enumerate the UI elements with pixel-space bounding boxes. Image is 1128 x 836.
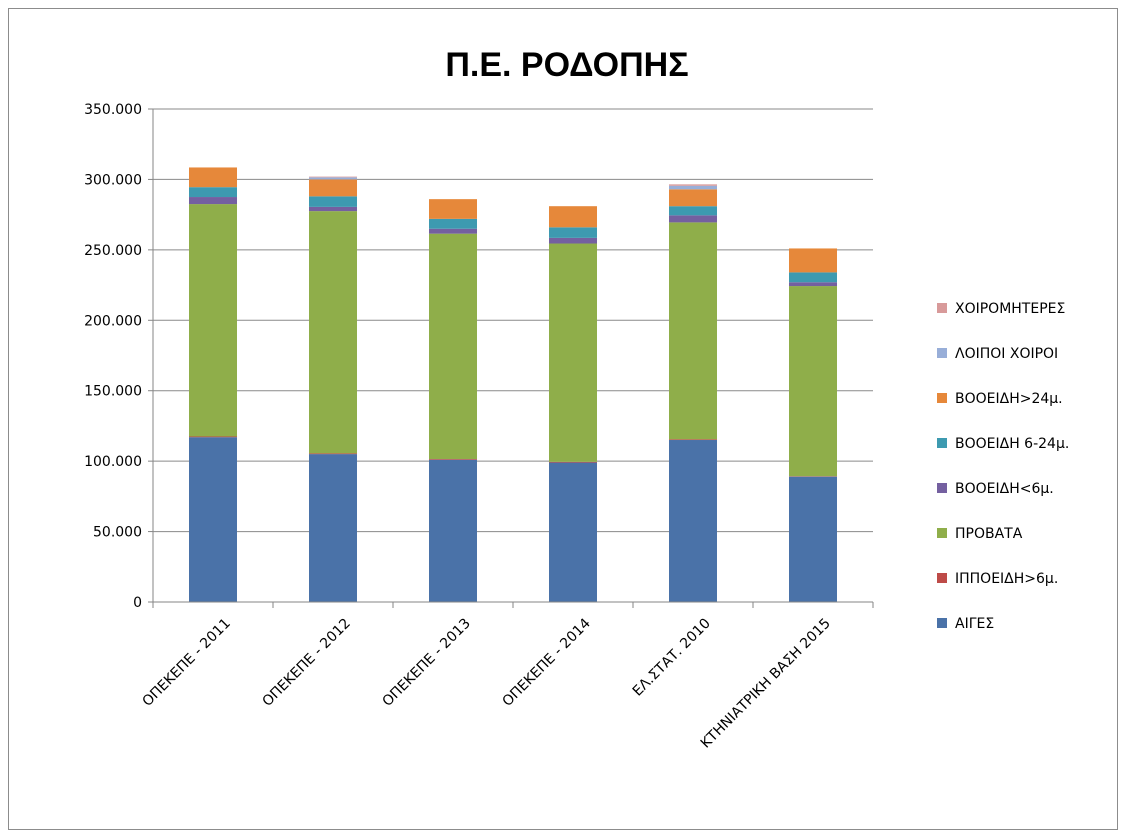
legend-swatch <box>937 348 947 358</box>
legend: ΧΟΙΡΟΜΗΤΕΡΕΣ ΛΟΙΠΟΙ ΧΟΙΡΟΙ ΒΟΟΕΙΔΗ>24μ. ΒΟΟ… <box>937 301 1069 632</box>
legend-item: ΒΟΟΕΙΔΗ<6μ. <box>937 481 1054 497</box>
y-tick-label: 350.000 <box>84 102 142 118</box>
legend-item: ΑΙΓΕΣ <box>937 616 994 632</box>
bar-segment <box>549 243 597 462</box>
legend-swatch <box>937 528 947 538</box>
y-tick-label: 100.000 <box>84 454 142 470</box>
bar-segment <box>429 459 477 460</box>
y-tick-label: 300.000 <box>84 172 142 188</box>
legend-label: ΒΟΟΕΙΔΗ<6μ. <box>955 481 1054 497</box>
legend-item: ΠΡΟΒΑΤΑ <box>937 526 1023 542</box>
bar-segment <box>789 286 837 477</box>
x-tick-label: ΟΠΕΚΕΠΕ - 2013 <box>380 616 474 710</box>
x-tick-label: ΟΠΕΚΕΠΕ - 2011 <box>140 616 234 710</box>
bar-segment <box>309 206 357 212</box>
legend-item: ΙΠΠΟΕΙΔΗ>6μ. <box>937 571 1058 587</box>
bar-segment <box>669 189 717 207</box>
y-tick-label: 250.000 <box>84 243 142 259</box>
legend-item: ΧΟΙΡΟΜΗΤΕΡΕΣ <box>937 301 1065 317</box>
y-tick-label: 150.000 <box>84 384 142 400</box>
bar-segment <box>189 204 237 437</box>
x-tick-label: ΚΤΗΝΙΑΤΡΙΚΗ ΒΑΣΗ 2015 <box>698 616 834 752</box>
legend-swatch <box>937 393 947 403</box>
legend-label: ΠΡΟΒΑΤΑ <box>955 526 1023 542</box>
bar-segment <box>429 199 477 219</box>
bar-segment <box>309 453 357 455</box>
bar-segment <box>309 454 357 602</box>
x-tick-label: ΟΠΕΚΕΠΕ - 2012 <box>260 616 354 710</box>
legend-label: ΧΟΙΡΟΜΗΤΕΡΕΣ <box>955 301 1065 317</box>
bar-segment <box>309 177 357 180</box>
bar-segment <box>189 167 237 188</box>
bar-segment <box>429 459 477 602</box>
bar-segment <box>309 196 357 207</box>
bar-segment <box>309 176 357 178</box>
legend-swatch <box>937 573 947 583</box>
x-tick-label: ΟΠΕΚΕΠΕ - 2014 <box>500 615 594 709</box>
bars <box>189 167 837 602</box>
legend-swatch <box>937 618 947 628</box>
legend-swatch <box>937 303 947 313</box>
legend-item: ΛΟΙΠΟΙ ΧΟΙΡΟΙ <box>937 346 1058 362</box>
bar-segment <box>669 184 717 186</box>
bar-segment <box>189 187 237 198</box>
bar-segment <box>789 476 837 602</box>
bar-segment <box>789 248 837 273</box>
bar-segment <box>549 461 597 463</box>
y-tick-label: 0 <box>133 595 142 611</box>
legend-item: ΒΟΟΕΙΔΗ 6-24μ. <box>937 436 1069 452</box>
bar-segment <box>549 206 597 228</box>
bar-segment <box>789 272 837 283</box>
legend-label: ΙΠΠΟΕΙΔΗ>6μ. <box>955 571 1058 587</box>
legend-item: ΒΟΟΕΙΔΗ>24μ. <box>937 391 1063 407</box>
legend-swatch <box>937 438 947 448</box>
x-axis: ΟΠΕΚΕΠΕ - 2011 ΟΠΕΚΕΠΕ - 2012 ΟΠΕΚΕΠΕ - 20… <box>140 601 874 752</box>
x-tick-label: ΕΛ.ΣΤΑΤ. 2010 <box>630 616 714 700</box>
bar-segment <box>309 179 357 197</box>
bar-segment <box>549 462 597 602</box>
bar-segment <box>429 233 477 460</box>
gridlines <box>153 108 873 533</box>
legend-label: ΒΟΟΕΙΔΗ>24μ. <box>955 391 1063 407</box>
bar-segment <box>669 206 717 216</box>
legend-label: ΒΟΟΕΙΔΗ 6-24μ. <box>955 436 1069 452</box>
bar-segment <box>189 436 237 438</box>
y-tick-label: 200.000 <box>84 313 142 329</box>
bar-segment <box>189 437 237 602</box>
y-tick-label: 50.000 <box>93 525 142 541</box>
bar-segment <box>669 439 717 441</box>
legend-label: ΑΙΓΕΣ <box>955 616 994 632</box>
bar-segment <box>549 227 597 238</box>
bar-segment <box>789 282 837 287</box>
bar-segment <box>429 228 477 234</box>
bar-segment <box>189 197 237 205</box>
bar-segment <box>309 211 357 454</box>
bar-segment <box>669 222 717 440</box>
chart-title: Π.Ε. ΡΟΔΟΠΗΣ <box>445 46 688 84</box>
bar-segment <box>549 237 597 244</box>
bar-segment <box>669 440 717 602</box>
y-axis: 0 50.000 100.000 150.000 200.000 250.000 300.0… <box>84 102 154 611</box>
bar-segment <box>669 215 717 223</box>
bar-segment <box>429 218 477 229</box>
legend-label: ΛΟΙΠΟΙ ΧΟΙΡΟΙ <box>955 346 1058 362</box>
legend-swatch <box>937 483 947 493</box>
bar-segment <box>669 185 717 190</box>
